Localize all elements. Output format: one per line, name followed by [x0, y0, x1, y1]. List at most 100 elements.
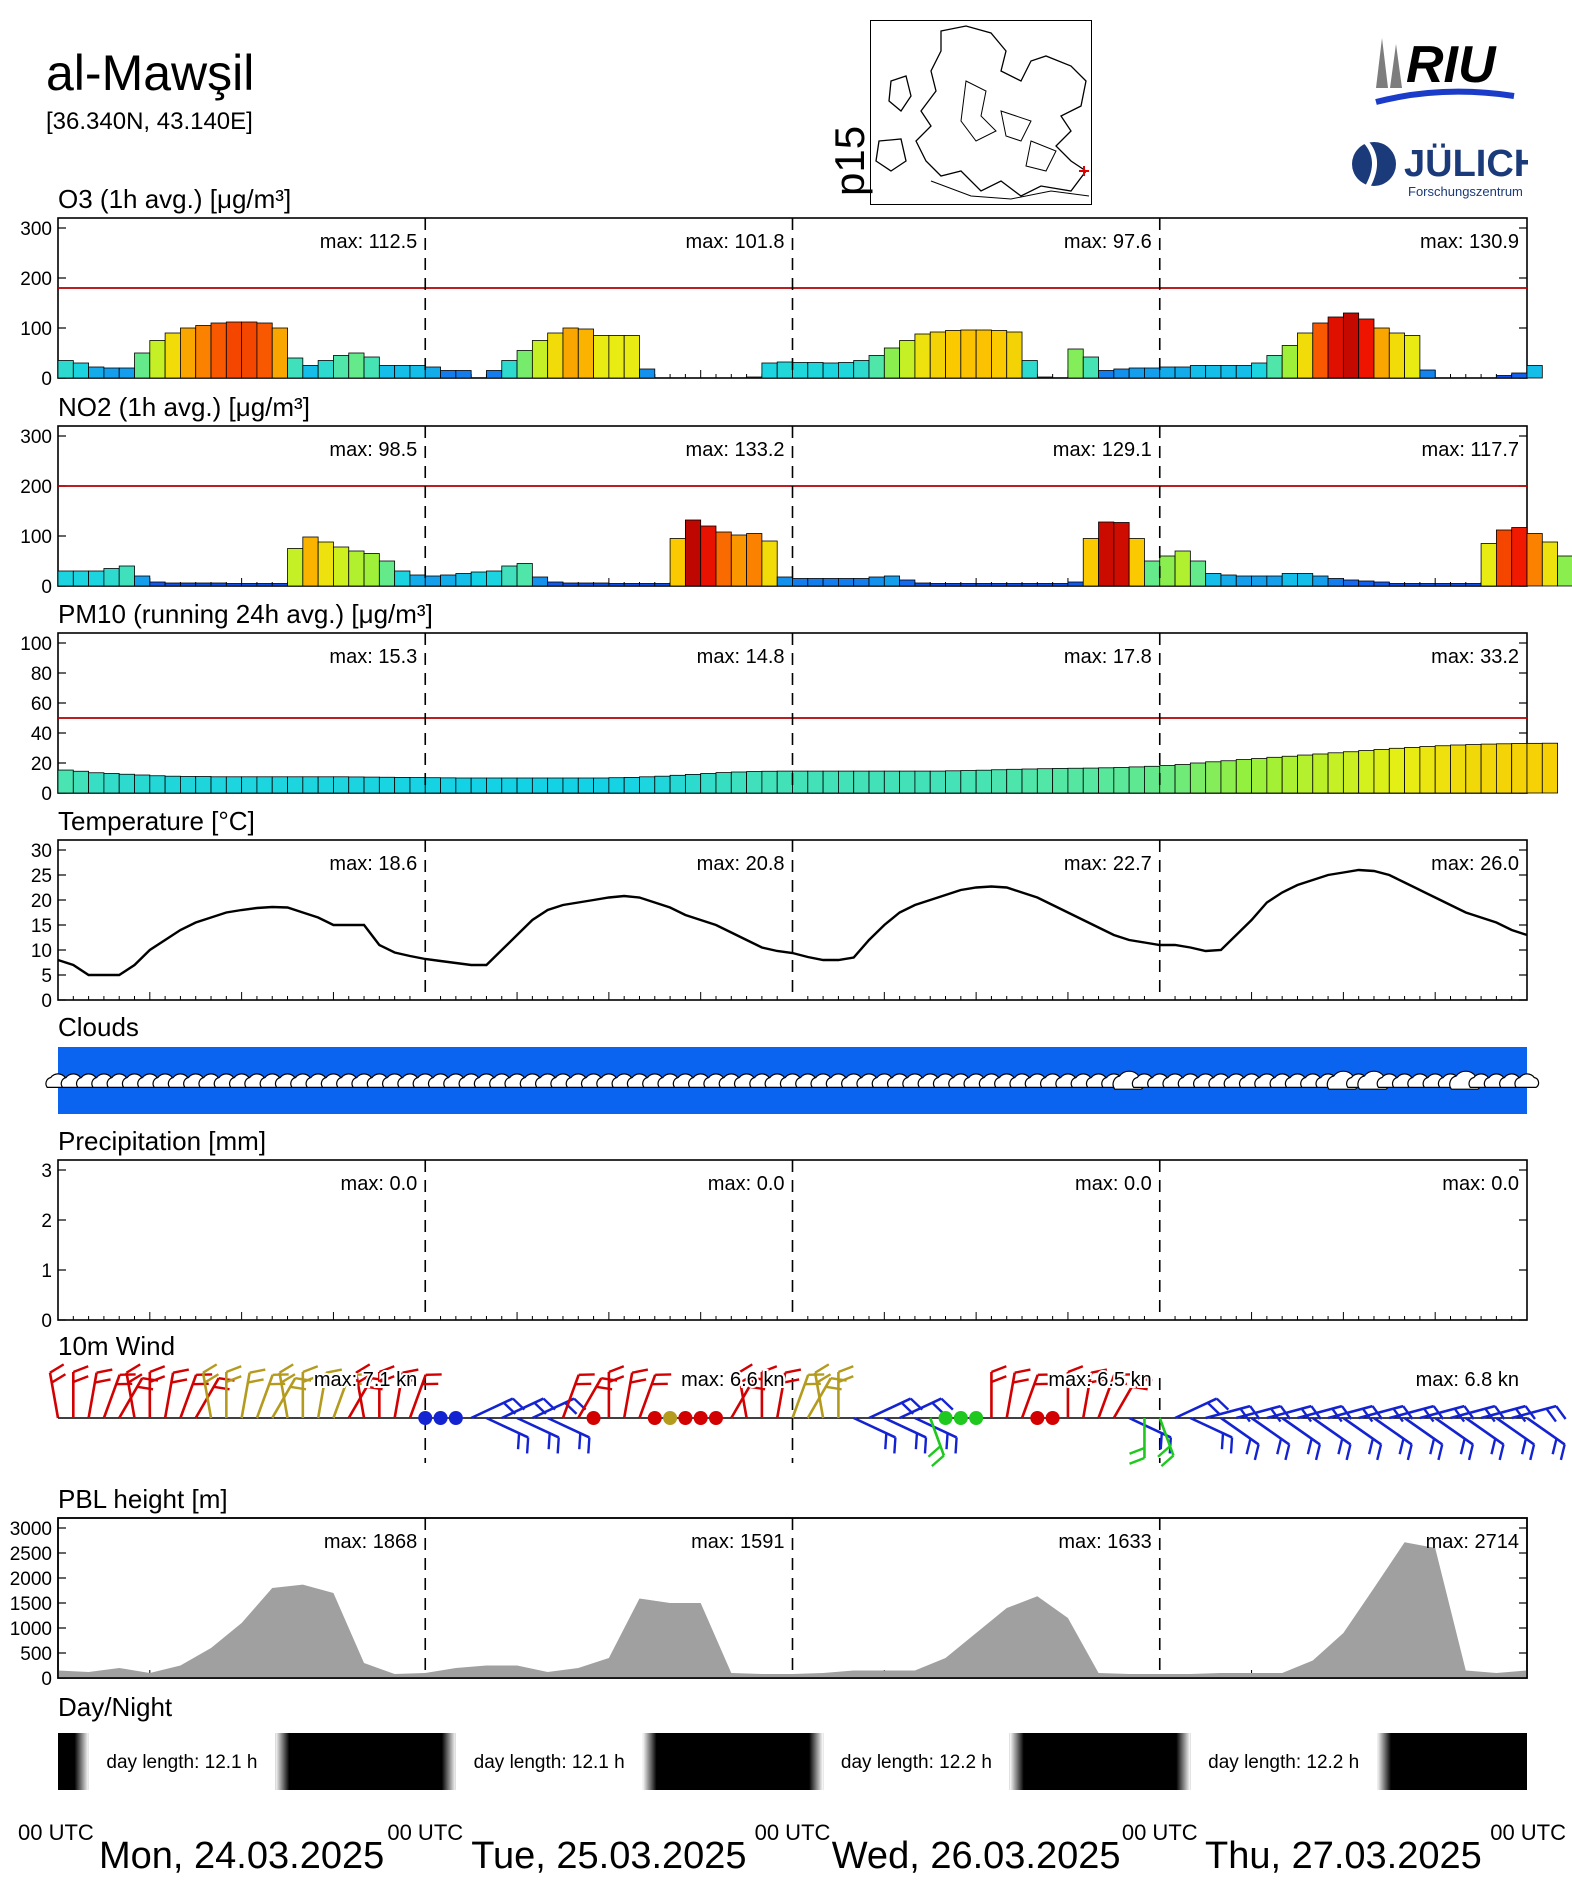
wind-barb	[1297, 1404, 1343, 1420]
wind-calm-marker	[1030, 1411, 1045, 1425]
y-tick-label: 0	[41, 577, 52, 598]
wind-barb	[1020, 1374, 1039, 1419]
data-bar	[225, 321, 243, 379]
dawn-gradient	[74, 1733, 89, 1790]
data-bar	[241, 583, 258, 587]
data-bar	[1113, 522, 1130, 587]
data-bar	[1342, 751, 1360, 794]
max-label: max: 1633	[1058, 1531, 1151, 1553]
daylight-band	[823, 1733, 1010, 1790]
data-bar	[1174, 366, 1191, 379]
data-bar	[1235, 365, 1252, 379]
data-bar	[562, 582, 579, 587]
data-bar	[761, 770, 778, 794]
data-bar	[639, 776, 656, 794]
wind-calm-marker	[953, 1411, 968, 1425]
data-bar	[118, 367, 135, 379]
wind-barb-feather	[402, 1368, 419, 1374]
data-bar	[118, 773, 135, 794]
wind-barb-feather	[1545, 1407, 1557, 1423]
data-bar	[1495, 743, 1513, 794]
data-bar	[1465, 583, 1482, 587]
data-bar	[424, 575, 441, 587]
day-label: Tue, 25.03.2025	[471, 1835, 746, 1877]
y-tick-label: 20	[31, 891, 52, 912]
data-bar	[1098, 521, 1115, 587]
dawn-gradient	[441, 1733, 456, 1790]
wind-calm-marker	[663, 1411, 678, 1425]
data-bar	[945, 770, 962, 794]
data-bar	[1082, 538, 1099, 587]
dawn-gradient	[1176, 1733, 1191, 1790]
data-bar	[1511, 372, 1528, 379]
data-bar	[1511, 527, 1528, 587]
wind-calm-marker	[647, 1411, 662, 1425]
data-bar	[838, 578, 855, 587]
data-bar	[225, 583, 243, 587]
data-bar	[1251, 362, 1268, 379]
data-bar	[1220, 365, 1237, 379]
wind-barb-feather	[1129, 1446, 1145, 1455]
data-bar	[1159, 366, 1176, 379]
data-bar	[1006, 768, 1023, 794]
wind-barb-feather	[761, 1375, 778, 1384]
utc-label: 00 UTC	[18, 1820, 94, 1845]
data-bar	[853, 770, 870, 794]
wind-barb	[1495, 1416, 1535, 1446]
wind-barb-feather	[202, 1363, 218, 1374]
data-bar	[409, 777, 426, 794]
data-bar	[792, 362, 809, 379]
wind-barb-feather	[945, 1433, 949, 1450]
data-bar	[1297, 332, 1314, 379]
wind-barb-feather	[1160, 1454, 1175, 1468]
data-bar	[1098, 370, 1115, 379]
data-bar	[164, 775, 181, 794]
data-bar	[1373, 749, 1390, 794]
data-bar	[929, 770, 946, 794]
dusk-gradient	[642, 1733, 657, 1790]
panel-title: Day/Night	[58, 1692, 173, 1722]
data-bar	[1159, 765, 1176, 794]
wind-barb-feather	[761, 1365, 778, 1374]
wind-barb-feather	[1220, 1433, 1225, 1450]
wind-barb-feather	[1276, 1438, 1283, 1455]
wind-barb-feather	[940, 1397, 954, 1411]
data-bar	[1251, 758, 1268, 794]
data-bar	[531, 777, 549, 794]
data-bar	[531, 576, 549, 587]
wind-barb	[201, 1372, 213, 1419]
riu-logo: RIU	[1375, 36, 1515, 105]
data-bar	[501, 360, 518, 379]
wind-barb-feather	[1337, 1438, 1344, 1455]
wind-calm-marker	[969, 1411, 984, 1425]
data-bar	[1144, 560, 1161, 587]
max-label: max: 26.0	[1431, 853, 1519, 875]
wind-barb-feather	[400, 1378, 417, 1384]
station-coords: [36.340N, 43.140E]	[46, 108, 253, 135]
wind-barb-feather	[547, 1433, 551, 1450]
wind-barb-feather	[1229, 1437, 1234, 1454]
wind-calm-marker	[418, 1411, 433, 1425]
wind-barb	[577, 1377, 603, 1419]
y-tick-label: 100	[20, 634, 52, 655]
wind-barb	[1235, 1404, 1282, 1420]
wind-barb	[1388, 1404, 1435, 1420]
wind-barb-feather	[1555, 1405, 1567, 1420]
wind-barb-feather	[1090, 1368, 1108, 1374]
data-bar	[317, 776, 334, 794]
data-bar	[1082, 767, 1099, 794]
data-bar	[776, 576, 793, 587]
data-bar	[1281, 573, 1298, 587]
data-bar	[103, 773, 120, 794]
wind-barb	[791, 1374, 810, 1419]
data-bar	[287, 357, 304, 379]
dusk-gradient	[1377, 1733, 1392, 1790]
wind-barb-feather	[931, 1401, 945, 1415]
data-bar	[1388, 583, 1405, 587]
data-bar	[1419, 369, 1436, 379]
y-tick-label: 3	[41, 1161, 52, 1182]
daylight-band	[1190, 1733, 1378, 1790]
y-tick-label: 80	[31, 664, 52, 685]
wind-barb-feather	[954, 1437, 958, 1454]
europe-outline-map	[875, 25, 1090, 200]
